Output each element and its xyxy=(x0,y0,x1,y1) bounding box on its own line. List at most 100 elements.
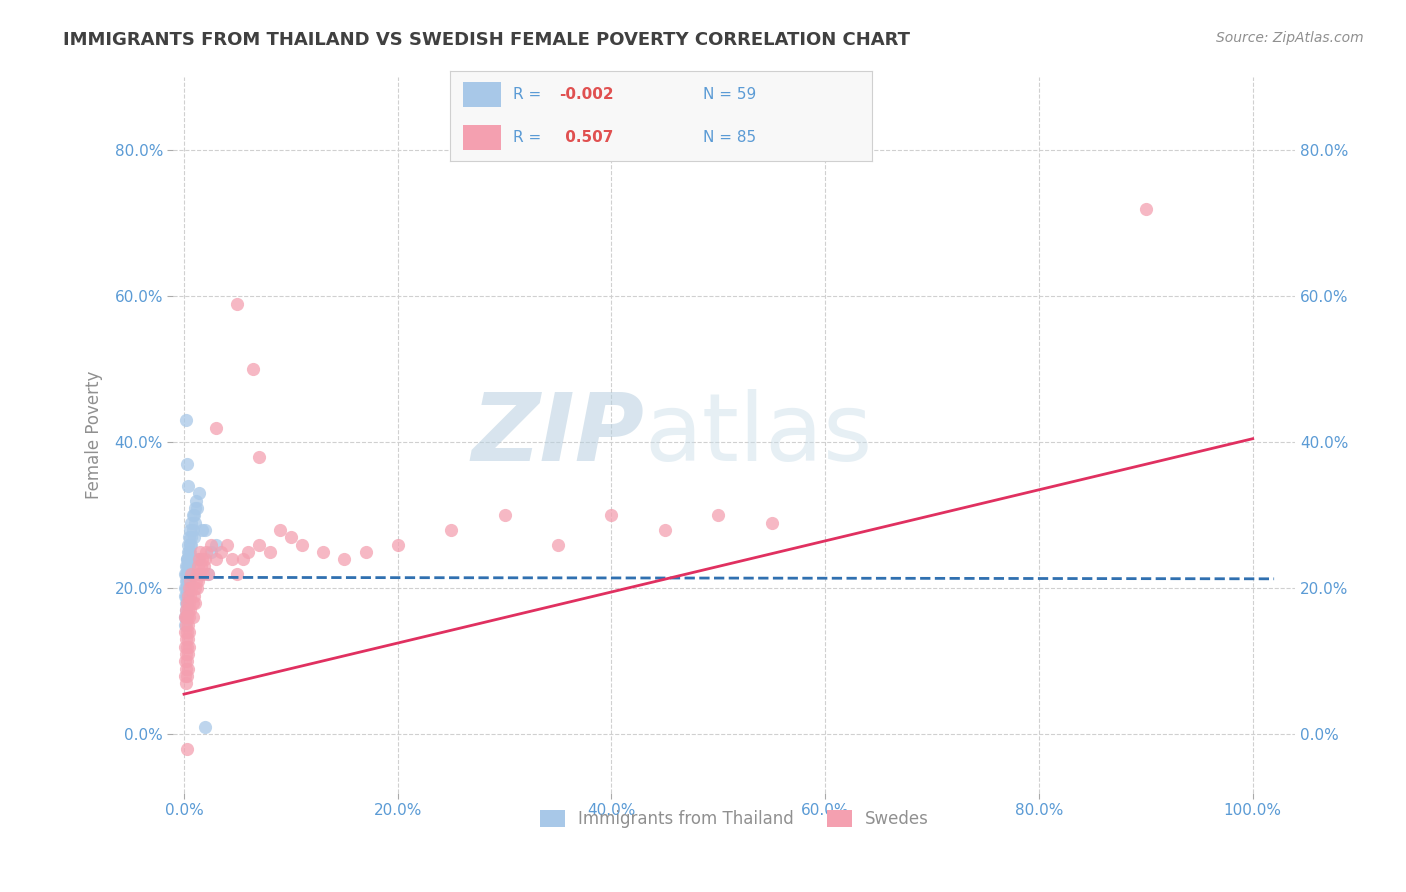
Point xyxy=(176,742,198,756)
Point xyxy=(177,559,200,574)
Point xyxy=(176,669,198,683)
Point xyxy=(193,559,215,574)
Point xyxy=(174,566,197,581)
Point xyxy=(188,545,211,559)
Point xyxy=(600,508,623,523)
Point xyxy=(205,537,228,551)
Point xyxy=(183,516,205,530)
Point xyxy=(180,530,202,544)
Text: IMMIGRANTS FROM THAILAND VS SWEDISH FEMALE POVERTY CORRELATION CHART: IMMIGRANTS FROM THAILAND VS SWEDISH FEMA… xyxy=(63,31,910,49)
Point xyxy=(174,603,197,617)
Point xyxy=(176,552,198,566)
Point xyxy=(188,552,211,566)
Point xyxy=(174,676,197,690)
Point xyxy=(179,582,201,596)
Point xyxy=(177,537,200,551)
Point xyxy=(179,603,201,617)
Point xyxy=(179,566,201,581)
Point xyxy=(236,545,259,559)
Point xyxy=(654,523,676,537)
Bar xyxy=(463,82,501,107)
Point xyxy=(179,523,201,537)
Point xyxy=(190,559,212,574)
Point xyxy=(180,537,202,551)
Point xyxy=(174,640,197,654)
Point xyxy=(174,566,197,581)
Point xyxy=(179,574,201,588)
Point xyxy=(176,625,198,640)
Point xyxy=(186,566,208,581)
Point xyxy=(195,545,218,559)
Point xyxy=(209,545,232,559)
Point xyxy=(183,501,205,516)
Point xyxy=(177,647,200,661)
Text: R =: R = xyxy=(513,87,547,102)
Point xyxy=(1135,202,1157,216)
Point xyxy=(174,632,197,647)
Point xyxy=(174,610,197,624)
Point xyxy=(290,537,312,551)
Point xyxy=(180,582,202,596)
Text: Source: ZipAtlas.com: Source: ZipAtlas.com xyxy=(1216,31,1364,45)
Point xyxy=(193,566,215,581)
Point xyxy=(194,552,217,566)
Point xyxy=(183,596,205,610)
Point xyxy=(177,545,200,559)
Point xyxy=(440,523,463,537)
Point xyxy=(191,552,214,566)
Point xyxy=(312,545,335,559)
Point xyxy=(179,625,201,640)
Point xyxy=(177,574,200,588)
Point xyxy=(179,537,201,551)
Point xyxy=(186,501,208,516)
Point xyxy=(205,552,228,566)
Point xyxy=(269,523,291,537)
Point xyxy=(188,566,211,581)
Point xyxy=(280,530,302,544)
Point xyxy=(197,566,219,581)
Point xyxy=(194,720,217,734)
Point xyxy=(179,574,201,588)
Bar xyxy=(463,125,501,150)
Point xyxy=(181,508,204,523)
Point xyxy=(215,537,238,551)
Point xyxy=(194,523,217,537)
Point xyxy=(183,530,205,544)
Point xyxy=(191,523,214,537)
Point xyxy=(177,589,200,603)
Point xyxy=(247,537,270,551)
Point xyxy=(179,530,201,544)
Point xyxy=(200,537,222,551)
Text: 0.507: 0.507 xyxy=(560,130,613,145)
Point xyxy=(177,479,200,493)
Point xyxy=(174,669,197,683)
Text: N = 85: N = 85 xyxy=(703,130,756,145)
Point xyxy=(179,589,201,603)
Point xyxy=(183,589,205,603)
Point xyxy=(176,640,198,654)
Point xyxy=(354,545,377,559)
Point xyxy=(174,610,197,624)
Point xyxy=(174,413,197,427)
Point xyxy=(181,596,204,610)
Point xyxy=(183,508,205,523)
Point xyxy=(174,582,197,596)
Point xyxy=(188,486,211,500)
Point xyxy=(174,603,197,617)
Point xyxy=(181,523,204,537)
Point xyxy=(176,589,198,603)
Point xyxy=(176,559,198,574)
Point xyxy=(174,596,197,610)
Point xyxy=(226,566,249,581)
Point xyxy=(188,566,211,581)
Point xyxy=(186,582,208,596)
Point xyxy=(179,610,201,624)
Point xyxy=(180,516,202,530)
Point xyxy=(179,640,201,654)
Point xyxy=(174,662,197,676)
Point xyxy=(179,596,201,610)
Point xyxy=(183,582,205,596)
Point xyxy=(174,574,197,588)
Point xyxy=(242,362,264,376)
Point xyxy=(179,559,201,574)
